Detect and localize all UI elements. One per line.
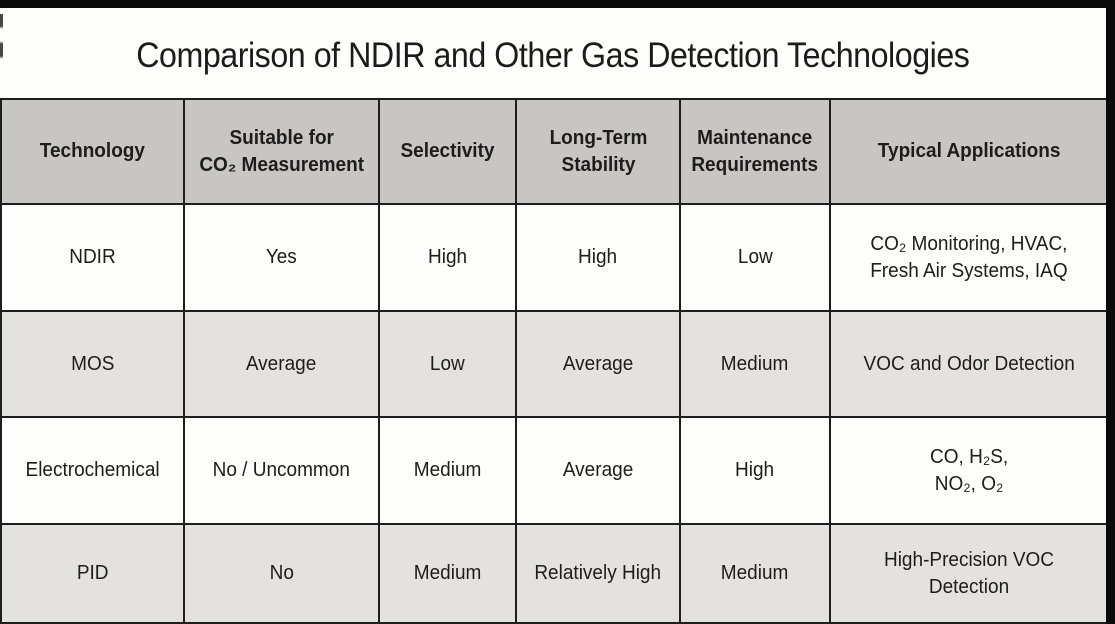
cell-text: Low [430,352,465,375]
cell-maintenance: High [679,416,831,525]
header-cell-co2-suitability: Suitable for CO₂ Measurement [183,98,380,205]
table-row-ndir: NDIR Yes High High Low CO₂ Monitoring, H… [0,203,1109,312]
table-row-mos: MOS Average Low Average Medium VOC and O… [0,310,1109,418]
top-letterbox-bar [0,0,1115,8]
cell-stability: High [515,203,681,312]
header-cell-long-term-stability: Long-Term Stability [515,98,681,205]
cell-co2-suitability: Yes [183,203,380,312]
header-cell-maintenance: Maintenance Requirements [679,98,831,205]
cell-technology: NDIR [0,203,185,312]
header-label: Selectivity [400,140,495,162]
cell-text: CO₂ Monitoring, HVAC, Fresh Air Systems,… [870,232,1068,282]
header-row: Technology Suitable for CO₂ Measurement … [0,98,1109,205]
header-label: Typical Applications [877,140,1061,162]
cell-maintenance: Low [679,203,831,312]
cell-text: High [735,459,775,481]
cell-text: No [269,562,294,584]
cell-stability: Average [515,416,681,525]
header-cell-selectivity: Selectivity [378,98,517,205]
right-letterbox-bar [1106,0,1115,624]
cell-text: High [578,246,618,268]
cell-applications: CO, H₂S, NO₂, O₂ [829,416,1109,525]
cell-selectivity: Medium [378,523,517,624]
cell-text: Average [562,459,634,481]
header-cell-typical-applications: Typical Applications [829,98,1109,205]
table-row-pid: PID No Medium Relatively High Medium Hig… [0,523,1109,624]
cell-text: Medium [721,562,789,584]
cell-text: Medium [413,459,482,481]
cell-co2-suitability: No [183,523,380,624]
table-row-electrochemical: Electrochemical No / Uncommon Medium Ave… [0,416,1109,525]
comparison-table: Technology Suitable for CO₂ Measurement … [0,98,1109,624]
cell-technology: PID [0,523,185,624]
cell-selectivity: High [378,203,517,312]
figure-title-text: Comparison of NDIR and Other Gas Detecti… [136,36,970,75]
header-cell-technology: Technology [0,98,185,205]
cell-applications: High-Precision VOC Detection [829,523,1109,624]
cell-text: Yes [265,246,297,268]
cell-text: High [427,246,468,268]
cell-stability: Average [515,310,681,418]
header-label: Long-Term Stability [549,126,647,176]
cell-stability: Relatively High [515,523,681,624]
cell-technology: MOS [0,310,185,418]
cell-applications: CO₂ Monitoring, HVAC, Fresh Air Systems,… [829,203,1109,312]
header-label: Suitable for CO₂ Measurement [199,126,364,176]
cell-maintenance: Medium [679,523,831,624]
header-label: Maintenance Requirements [691,126,819,176]
cell-text: High-Precision VOC Detection [883,548,1054,598]
cell-maintenance: Medium [679,310,831,418]
cell-text: Medium [413,562,482,584]
cell-text: Relatively High [534,562,662,584]
cell-text: PID [76,562,109,584]
cell-text: MOS [70,352,115,375]
cell-text: CO, H₂S, NO₂, O₂ [929,445,1009,495]
cell-text: No / Uncommon [212,459,351,481]
cell-text: NDIR [69,246,116,268]
cell-text: Medium [721,352,789,375]
header-label: Technology [39,140,146,162]
cell-technology: Electrochemical [0,416,185,525]
left-edge-artifact [0,14,3,74]
cell-selectivity: Medium [378,416,517,525]
cell-text: Electrochemical [25,459,160,481]
cell-text: VOC and Odor Detection [863,352,1075,375]
cell-co2-suitability: Average [183,310,380,418]
cell-selectivity: Low [378,310,517,418]
cell-applications: VOC and Odor Detection [829,310,1109,418]
figure-title: Comparison of NDIR and Other Gas Detecti… [0,36,1106,76]
cell-co2-suitability: No / Uncommon [183,416,380,525]
cell-text: Average [246,352,317,375]
cell-text: Average [562,352,634,375]
cell-text: Low [737,246,773,268]
